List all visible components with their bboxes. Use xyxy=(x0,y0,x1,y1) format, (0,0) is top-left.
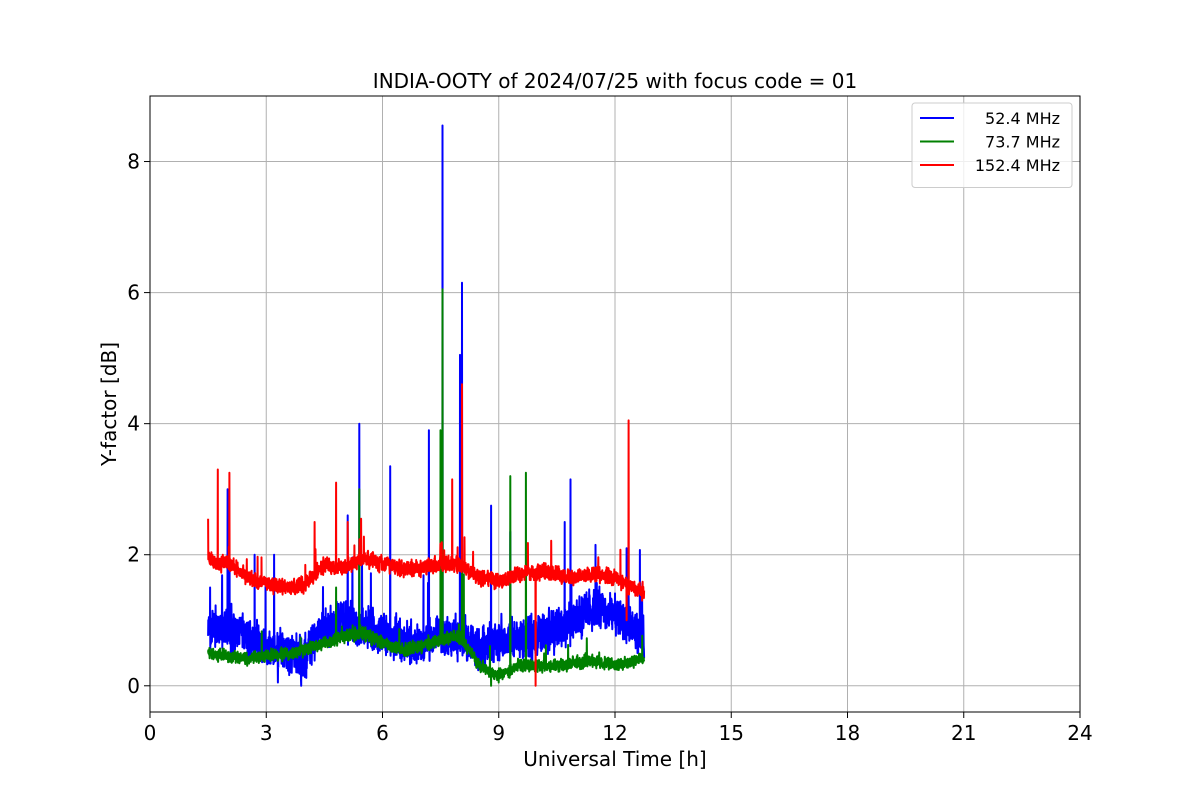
legend-box xyxy=(911,102,1073,188)
x-axis-label: Universal Time [h] xyxy=(523,747,706,771)
y-tick-label: 8 xyxy=(127,150,140,174)
y-tick-label: 4 xyxy=(127,412,140,436)
y-tick-label: 6 xyxy=(127,281,140,305)
series-line-1 xyxy=(207,288,646,687)
x-tick-label: 18 xyxy=(835,721,860,745)
y-tick-label: 0 xyxy=(127,674,140,698)
legend: 52.4 MHz 73.7 MHz 152.4 MHz xyxy=(911,102,1073,188)
legend-label: 152.4 MHz xyxy=(975,156,1060,175)
legend-label: 73.7 MHz xyxy=(985,133,1060,152)
legend-label: 52.4 MHz xyxy=(985,109,1060,128)
y-axis-label: Y-factor [dB] xyxy=(97,342,121,467)
y-tick-label: 2 xyxy=(127,543,140,567)
x-tick-label: 0 xyxy=(144,721,157,745)
x-tick-label: 9 xyxy=(492,721,505,745)
series-layer xyxy=(207,124,646,687)
x-tick-label: 24 xyxy=(1067,721,1092,745)
x-tick-label: 6 xyxy=(376,721,389,745)
series-line-2 xyxy=(207,383,646,687)
x-tick-label: 12 xyxy=(602,721,627,745)
chart-title: INDIA-OOTY of 2024/07/25 with focus code… xyxy=(373,69,857,93)
x-tick-label: 15 xyxy=(719,721,744,745)
x-tick-label: 21 xyxy=(951,721,976,745)
x-tick-label: 3 xyxy=(260,721,273,745)
